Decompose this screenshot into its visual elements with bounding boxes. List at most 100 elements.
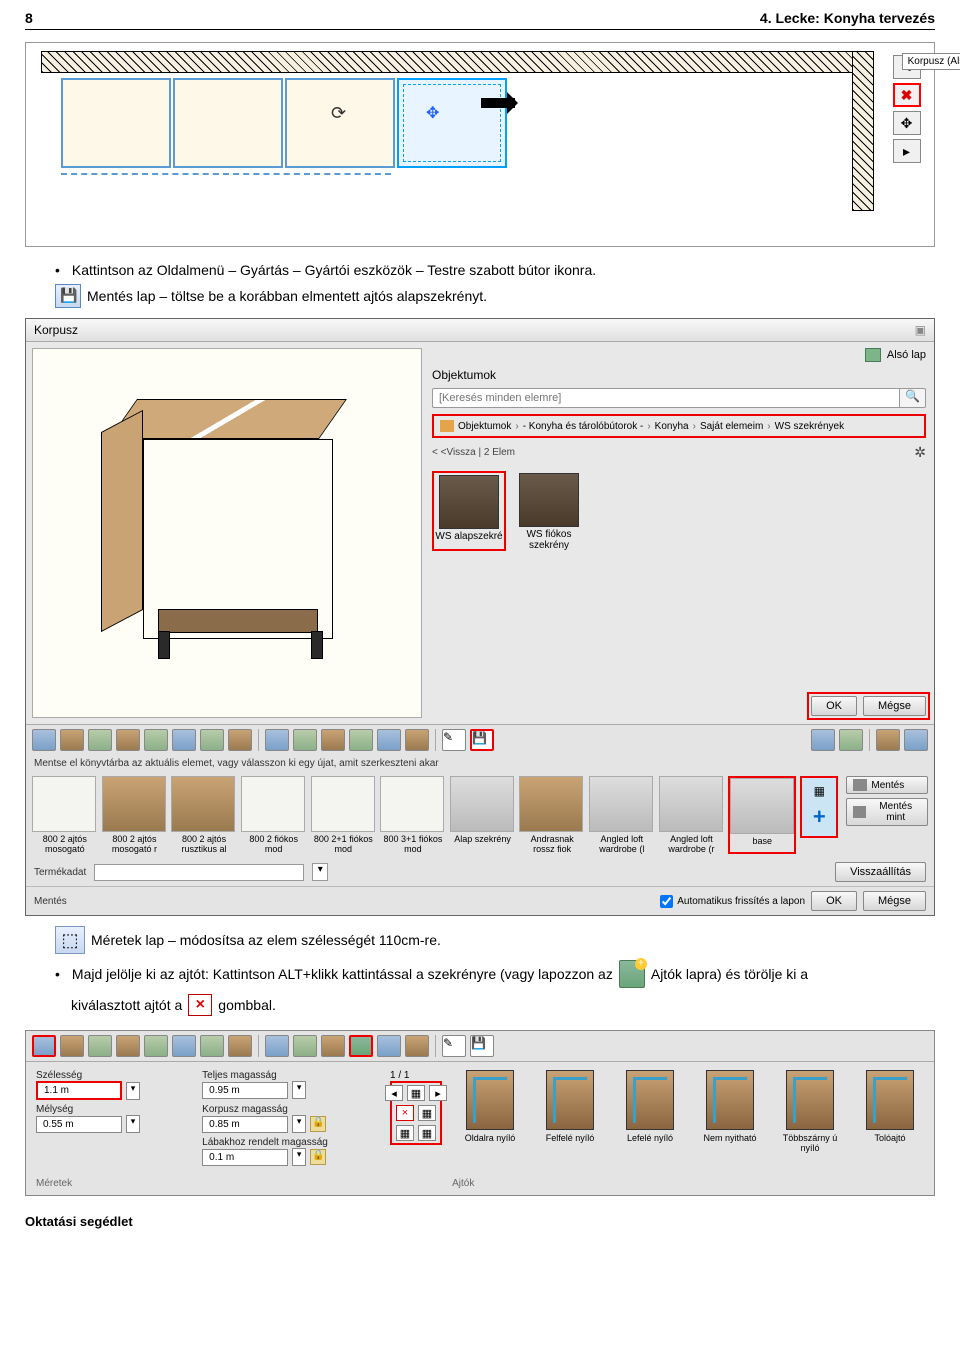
termek-input[interactable]: [94, 864, 304, 881]
tool-icon[interactable]: [811, 729, 835, 751]
crumb[interactable]: - Konyha és tárolóbútorok -: [523, 421, 644, 432]
tool-icon[interactable]: [60, 1035, 84, 1057]
thumb-icon[interactable]: ▦: [418, 1125, 436, 1141]
korpusz-input[interactable]: [202, 1116, 288, 1133]
back-link[interactable]: < <Vissza: [432, 447, 476, 458]
dropdown-icon[interactable]: ▾: [126, 1115, 140, 1133]
tool-icon[interactable]: [265, 1035, 289, 1057]
tool-icon[interactable]: [405, 729, 429, 751]
dropdown-icon[interactable]: ▾: [292, 1081, 306, 1099]
crumb[interactable]: Objektumok: [458, 421, 511, 432]
door-type[interactable]: Lefelé nyíló: [614, 1070, 686, 1166]
tool-icon[interactable]: [876, 729, 900, 751]
tool-icon[interactable]: [228, 729, 252, 751]
auto-checkbox[interactable]: Automatikus frissítés a lapon: [660, 895, 805, 908]
search-icon[interactable]: 🔍: [900, 388, 926, 408]
saveas-button[interactable]: Mentés mint: [846, 798, 928, 826]
tool-icon[interactable]: [377, 729, 401, 751]
breadcrumb[interactable]: Objektumok› - Konyha és tárolóbútorok -›…: [432, 414, 926, 438]
move-icon[interactable]: ✥: [426, 103, 439, 123]
tool-icon[interactable]: [32, 729, 56, 751]
rotate-icon[interactable]: ⟳: [331, 103, 346, 124]
width-input[interactable]: [36, 1081, 122, 1100]
move-icon[interactable]: ✥: [893, 111, 921, 135]
lib-item[interactable]: Angled loft wardrobe (r: [659, 776, 725, 854]
lib-item[interactable]: 800 2 ajtós mosogató: [32, 776, 98, 854]
door-type[interactable]: Oldalra nyíló: [454, 1070, 526, 1166]
next-icon[interactable]: ▸: [429, 1085, 447, 1101]
door-type[interactable]: Tolóajtó: [854, 1070, 926, 1166]
tool-icon[interactable]: [144, 1035, 168, 1057]
dropdown-icon[interactable]: ▾: [126, 1082, 140, 1100]
delete-icon[interactable]: ×: [396, 1105, 414, 1121]
close-icon[interactable]: ▣: [915, 323, 926, 337]
library-item[interactable]: WS fiókos szekrény: [512, 471, 586, 551]
lib-item[interactable]: 800 2+1 fiókos mod: [311, 776, 377, 854]
tool-icon[interactable]: [60, 729, 84, 751]
tool-icon[interactable]: [321, 729, 345, 751]
lib-item[interactable]: Andrasnak rossz fiok: [519, 776, 585, 854]
legs-input[interactable]: [202, 1149, 288, 1166]
cabinet-selected[interactable]: [397, 78, 507, 168]
tool-icon[interactable]: [228, 1035, 252, 1057]
cancel-button[interactable]: Mégse: [863, 696, 926, 716]
edit-icon[interactable]: ✎: [442, 729, 466, 751]
reset-button[interactable]: Visszaállítás: [835, 862, 926, 882]
depth-input[interactable]: [36, 1116, 122, 1133]
arrow-down-icon[interactable]: ▸: [893, 139, 921, 163]
tool-icon[interactable]: [405, 1035, 429, 1057]
tool-icon[interactable]: [116, 729, 140, 751]
cabinet[interactable]: [173, 78, 283, 168]
tool-icon[interactable]: [172, 729, 196, 751]
tool-icon[interactable]: [172, 1035, 196, 1057]
home-icon[interactable]: [440, 420, 454, 432]
lib-item[interactable]: 800 2 ajtós mosogató r: [102, 776, 168, 854]
lock-icon[interactable]: 🔒: [310, 1116, 326, 1132]
tool-icon[interactable]: [293, 1035, 317, 1057]
save-icon[interactable]: 💾: [470, 729, 494, 751]
dropdown-icon[interactable]: ▾: [292, 1148, 306, 1166]
thumb-icon[interactable]: ▦: [396, 1125, 414, 1141]
search-input[interactable]: [432, 388, 900, 408]
tool-icon[interactable]: [88, 729, 112, 751]
gear-icon[interactable]: ✲: [914, 444, 926, 461]
tool-icon[interactable]: [904, 729, 928, 751]
tool-icon[interactable]: [88, 1035, 112, 1057]
save-button[interactable]: Mentés: [846, 776, 928, 794]
tool-icon[interactable]: [200, 1035, 224, 1057]
tool-icon[interactable]: [293, 729, 317, 751]
tool-icon[interactable]: [116, 1035, 140, 1057]
crumb[interactable]: Saját elemeim: [700, 421, 763, 432]
door-type[interactable]: Felfelé nyíló: [534, 1070, 606, 1166]
dropdown-icon[interactable]: ▾: [292, 1115, 306, 1133]
library-item-selected[interactable]: WS alapszekré: [432, 471, 506, 551]
doors-tool-icon[interactable]: [349, 1035, 373, 1057]
edit-icon[interactable]: ✎: [442, 1035, 466, 1057]
dropdown-icon[interactable]: ▾: [312, 863, 328, 881]
lock-icon[interactable]: 🔒: [310, 1149, 326, 1165]
lib-item[interactable]: Alap szekrény: [450, 776, 516, 854]
crumb[interactable]: WS szekrények: [775, 421, 844, 432]
nav-icon[interactable]: ▦: [814, 784, 825, 798]
ok-button[interactable]: OK: [811, 696, 857, 716]
cancel-button[interactable]: Mégse: [863, 891, 926, 911]
tab-label[interactable]: Alsó lap: [887, 349, 926, 361]
lib-item-selected[interactable]: base: [728, 776, 796, 854]
add-icon[interactable]: +: [813, 804, 826, 830]
save-icon[interactable]: 💾: [470, 1035, 494, 1057]
door-type[interactable]: Többszárny ú nyíló: [774, 1070, 846, 1166]
delete-icon[interactable]: ✖: [893, 83, 921, 107]
tool-icon[interactable]: [32, 1035, 56, 1057]
lib-item[interactable]: Angled loft wardrobe (l: [589, 776, 655, 854]
tool-icon[interactable]: [265, 729, 289, 751]
tool-icon[interactable]: [144, 729, 168, 751]
tool-icon[interactable]: [839, 729, 863, 751]
tool-icon[interactable]: [377, 1035, 401, 1057]
lib-item[interactable]: 800 2 fiókos mod: [241, 776, 307, 854]
scroll-add-panel[interactable]: ▦ +: [800, 776, 838, 838]
height-input[interactable]: [202, 1082, 288, 1099]
lib-item[interactable]: 800 2 ajtós rusztikus al: [171, 776, 237, 854]
cabinet[interactable]: [61, 78, 171, 168]
prev-icon[interactable]: ◂: [385, 1085, 403, 1101]
tool-icon[interactable]: [349, 729, 373, 751]
